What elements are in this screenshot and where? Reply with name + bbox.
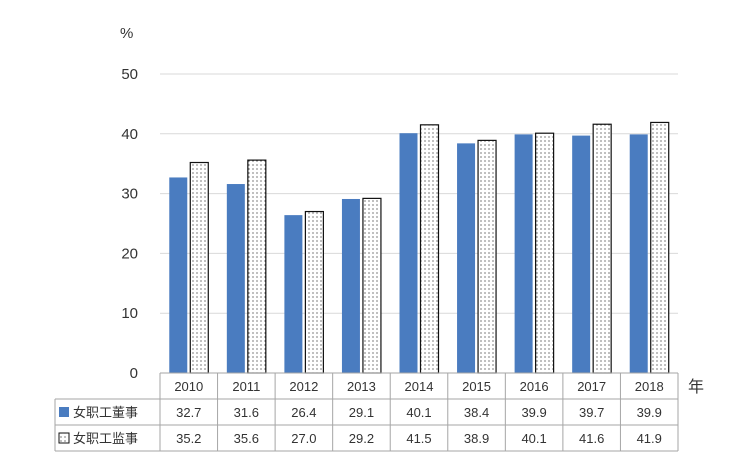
- bar-2012-series-2: [304, 210, 324, 374]
- y-tick-label: 50: [121, 66, 138, 83]
- bar-2010-series-1: [169, 177, 188, 373]
- y-axis-unit-label: %: [120, 25, 133, 42]
- data-label: 29.1: [349, 405, 374, 420]
- data-label: 31.6: [234, 405, 259, 420]
- data-label: 40.1: [521, 431, 546, 446]
- x-tick-label: 2011: [232, 379, 260, 394]
- bar-2014-series-2: [419, 124, 440, 374]
- legend-label: 女职工监事: [73, 431, 138, 446]
- x-tick-label: 2015: [462, 379, 491, 394]
- bar-2010-series-2: [189, 161, 209, 374]
- bar-2016-series-1: [514, 134, 533, 373]
- x-tick-label: 2013: [347, 379, 376, 394]
- legend-swatch-series-1: [59, 407, 69, 417]
- bar-2013-series-1: [341, 198, 360, 373]
- data-label: 35.2: [176, 431, 201, 446]
- data-label: 27.0: [291, 431, 316, 446]
- bar-2012-series-1: [284, 215, 303, 373]
- x-tick-label: 2012: [289, 379, 318, 394]
- data-table: 2010 2011 2012 2013 2014 2015 2016 2017 2018 女职工董…: [54, 372, 679, 452]
- gridlines: [160, 73, 678, 314]
- y-tick-label: 0: [130, 365, 138, 382]
- y-tick-label: 30: [121, 186, 138, 203]
- data-label: 39.9: [637, 405, 662, 420]
- data-label: 38.4: [464, 405, 489, 420]
- bar-2013-series-2: [362, 197, 382, 374]
- data-label: 35.6: [234, 431, 259, 446]
- data-label: 41.6: [579, 431, 604, 446]
- data-label: 26.4: [291, 405, 316, 420]
- y-tick-label: 10: [121, 305, 138, 322]
- bar-2015-series-1: [457, 143, 476, 373]
- bars: [169, 121, 670, 374]
- x-tick-label: 2017: [577, 379, 606, 394]
- bar-2014-series-1: [399, 133, 418, 373]
- data-label: 41.9: [637, 431, 662, 446]
- data-label: 38.9: [464, 431, 489, 446]
- y-tick-label: 20: [121, 245, 138, 262]
- y-tick-labels: 0 10 20 30 40 50: [121, 66, 138, 382]
- x-axis-unit-label: 年: [688, 378, 704, 396]
- legend-label: 女职工董事: [73, 405, 138, 420]
- data-label: 40.1: [406, 405, 431, 420]
- x-tick-label: 2010: [174, 379, 203, 394]
- bar-2011-series-1: [226, 184, 245, 373]
- x-tick-label: 2018: [635, 379, 664, 394]
- bar-2015-series-2: [477, 139, 497, 374]
- bar-2018-series-1: [629, 134, 648, 373]
- bar-2016-series-2: [535, 132, 555, 374]
- bar-2011-series-2: [247, 159, 267, 374]
- bar-2017-series-2: [592, 123, 612, 374]
- data-label: 32.7: [176, 405, 201, 420]
- legend-swatch-series-2: [58, 432, 70, 444]
- data-label: 39.7: [579, 405, 604, 420]
- data-label: 39.9: [521, 405, 546, 420]
- y-tick-label: 40: [121, 126, 138, 143]
- x-tick-label: 2016: [520, 379, 549, 394]
- bar-2017-series-1: [572, 135, 591, 373]
- data-label: 41.5: [406, 431, 431, 446]
- x-tick-label: 2014: [405, 379, 434, 394]
- bar-2018-series-2: [650, 121, 670, 374]
- data-label: 29.2: [349, 431, 374, 446]
